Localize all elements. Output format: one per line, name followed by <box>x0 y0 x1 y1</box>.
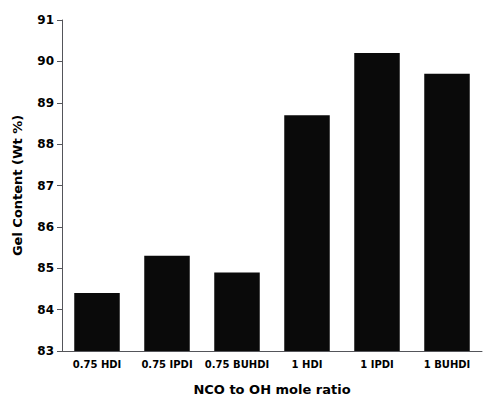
svg-text:1 HDI: 1 HDI <box>292 359 323 370</box>
svg-text:Gel Content (Wt %): Gel Content (Wt %) <box>10 115 25 256</box>
svg-text:83: 83 <box>37 344 54 358</box>
svg-text:85: 85 <box>37 261 54 275</box>
svg-text:86: 86 <box>37 220 54 234</box>
svg-text:NCO to OH mole ratio: NCO to OH mole ratio <box>193 382 350 397</box>
svg-text:0.75 BUHDI: 0.75 BUHDI <box>205 359 269 370</box>
svg-text:91: 91 <box>37 13 54 27</box>
svg-text:0.75 HDI: 0.75 HDI <box>73 359 122 370</box>
svg-text:87: 87 <box>37 179 54 193</box>
svg-text:0.75 IPDI: 0.75 IPDI <box>141 359 192 370</box>
svg-text:84: 84 <box>37 303 54 317</box>
svg-text:1 IPDI: 1 IPDI <box>360 359 394 370</box>
svg-text:1 BUHDI: 1 BUHDI <box>424 359 471 370</box>
svg-text:88: 88 <box>37 137 54 151</box>
svg-text:89: 89 <box>37 96 54 110</box>
svg-text:90: 90 <box>37 54 54 68</box>
